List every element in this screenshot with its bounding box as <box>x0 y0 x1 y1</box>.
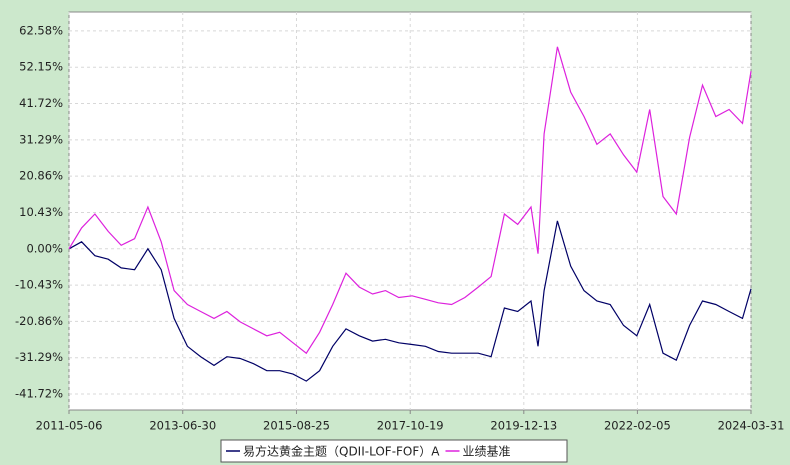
y-tick-label: 62.58% <box>19 23 63 37</box>
y-tick-label: 20.86% <box>19 169 63 183</box>
y-tick-label: 31.29% <box>19 132 63 146</box>
series-line <box>68 220 752 382</box>
legend-label: 易方达黄金主题（QDII-LOF-FOF）A <box>243 444 440 459</box>
y-tick-label: 10.43% <box>19 205 63 219</box>
x-tick-label: 2024-03-31 <box>718 419 785 433</box>
y-tick-label: -10.43% <box>15 278 63 292</box>
x-tick-label: 2011-05-06 <box>36 419 103 433</box>
y-tick-label: 0.00% <box>26 241 63 255</box>
x-tick-label: 2013-06-30 <box>149 419 216 433</box>
legend-items: 易方达黄金主题（QDII-LOF-FOF）A 业绩基准 <box>226 444 511 459</box>
y-tick-label: 41.72% <box>19 96 63 110</box>
legend-label: 业绩基准 <box>463 445 511 459</box>
y-tick-label: -20.86% <box>15 314 63 328</box>
x-tick-label: 2017-10-19 <box>377 419 444 433</box>
y-tick-label: -41.72% <box>15 387 63 401</box>
series-line <box>68 46 752 355</box>
x-tick-label: 2022-02-05 <box>604 419 671 433</box>
legend <box>220 439 568 463</box>
x-tick-label: 2019-12-13 <box>490 419 557 433</box>
x-tick-label: 2015-08-25 <box>263 419 330 433</box>
y-tick-label: -31.29% <box>15 350 63 364</box>
y-tick-label: 52.15% <box>19 60 63 74</box>
